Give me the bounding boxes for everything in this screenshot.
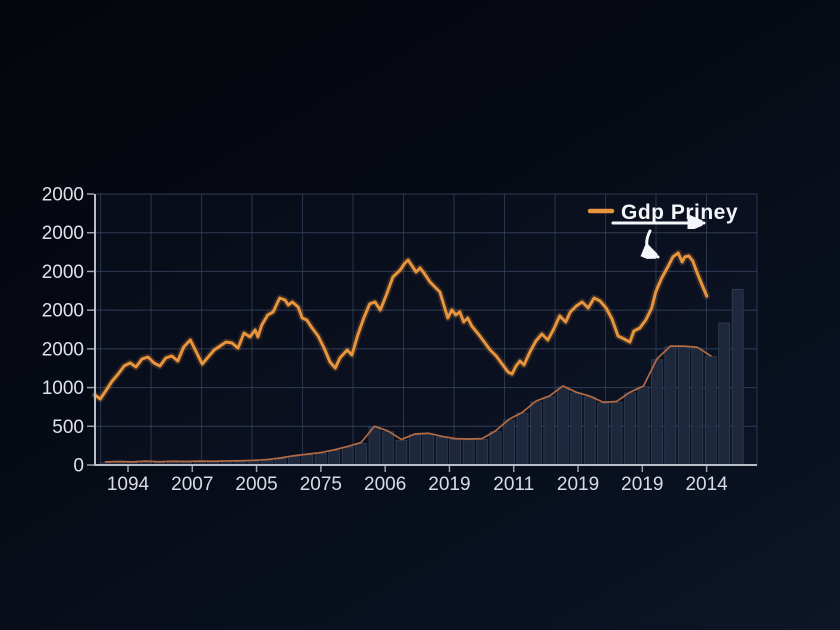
bar: [597, 402, 610, 466]
legend-label: Gdp Priney: [621, 201, 738, 224]
bar: [382, 431, 394, 466]
y-tick-label: 500: [52, 417, 84, 438]
bar: [637, 386, 650, 466]
bar: [691, 347, 704, 466]
bar: [314, 453, 327, 466]
axes: [94, 194, 757, 466]
bar: [677, 346, 690, 466]
bar: [543, 396, 556, 466]
bar: [664, 346, 677, 466]
bar: [718, 322, 731, 466]
bar: [503, 419, 515, 466]
x-tick-label: 2007: [171, 474, 213, 495]
bar: [516, 412, 529, 466]
bar: [462, 439, 475, 466]
bar: [476, 439, 488, 466]
bar: [435, 436, 448, 466]
bar: [570, 392, 583, 466]
volume-bars: [99, 288, 744, 466]
bar: [624, 392, 636, 466]
bar: [395, 439, 408, 466]
annotation-arrow-icon: [647, 229, 658, 257]
bar: [368, 426, 381, 466]
bar: [704, 356, 717, 466]
bar: [287, 456, 300, 466]
bar: [651, 359, 663, 466]
y-tick-label: 2000: [42, 339, 84, 360]
y-tick-label: 2000: [42, 223, 84, 244]
x-tick-label: 2019: [428, 474, 470, 495]
gdp-line: [93, 251, 709, 401]
x-tick-label: 1094: [107, 474, 150, 495]
y-tick-label: 2000: [42, 262, 84, 283]
y-tick-label: 2000: [42, 301, 84, 322]
y-tick-label: 2000: [42, 185, 84, 206]
x-axis-ticks: 1094 2007 2005 2075 2006 2019 2011 2019 2019 2014: [107, 466, 728, 495]
bar-top-outline-line: [104, 345, 712, 463]
x-tick-label: 2005: [235, 474, 277, 495]
bar: [328, 450, 340, 466]
y-axis-ticks: 2000 2000 2000 2000 2000 1000 500 0: [42, 185, 94, 477]
x-tick-label: 2075: [300, 474, 342, 495]
bar: [301, 454, 314, 466]
x-tick-label: 2014: [685, 474, 728, 495]
bar: [449, 439, 462, 466]
x-tick-label: 2006: [364, 474, 406, 495]
bar: [530, 401, 542, 466]
y-tick-label: 0: [73, 456, 84, 477]
bar: [731, 288, 744, 466]
bar: [355, 442, 367, 466]
bar: [610, 401, 623, 466]
bar: [422, 433, 435, 466]
x-tick-label: 2011: [493, 474, 534, 495]
y-tick-label: 1000: [42, 378, 84, 399]
bar: [341, 446, 354, 466]
bar: [409, 434, 421, 466]
x-tick-label: 2019: [557, 474, 599, 495]
bar: [489, 431, 502, 466]
bar: [556, 386, 569, 466]
bar: [583, 396, 596, 466]
legend: Gdp Priney: [587, 201, 738, 257]
x-tick-label: 2019: [621, 474, 663, 495]
